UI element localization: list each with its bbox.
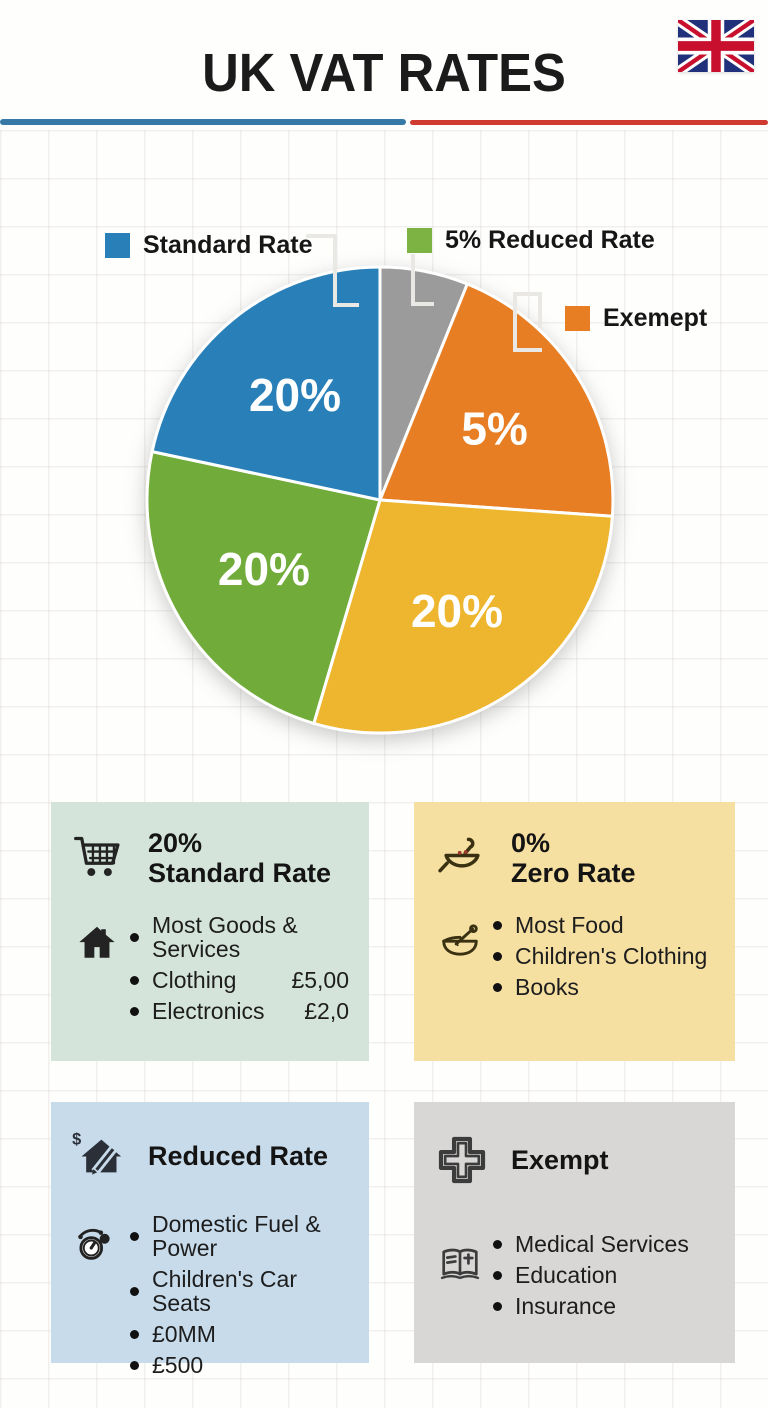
- bullet-dot: [493, 1239, 502, 1249]
- card-bullet-list: Domestic Fuel & Power Children's Car Seat…: [130, 1212, 355, 1377]
- bullet-dot: [130, 1006, 139, 1016]
- legend-item-reduced-rate: 5% Reduced Rate: [407, 226, 655, 255]
- legend-swatch-blue: [105, 233, 130, 258]
- card-bullet-item: £0MM: [130, 1322, 355, 1346]
- pie-slice-label-standard-rate: 20%: [249, 369, 341, 421]
- bullet-dot: [493, 1270, 502, 1280]
- legend-item-exempt: Exemept: [565, 304, 707, 333]
- bullet-dot: [493, 982, 502, 992]
- svg-text:$: $: [72, 1130, 81, 1148]
- callout-standard-rate: [306, 234, 359, 307]
- bullet-text: £0MM: [152, 1321, 216, 1347]
- card-bullet-item: Education: [493, 1263, 721, 1287]
- bullet-text: Children's Car Seats: [152, 1266, 297, 1316]
- bullet-text: Most Food: [515, 912, 624, 938]
- bullet-text: Books: [515, 974, 579, 1000]
- divider-blue: [0, 119, 406, 125]
- card-standard-rate: 20% Standard Rate Most Goods & Services C…: [51, 802, 369, 1061]
- bullet-text: Children's Clothing: [515, 943, 708, 969]
- card-bullet-item: Most Goods & Services: [130, 913, 355, 961]
- card-zero-rate: 0% Zero Rate Most Food Children's Clothin…: [414, 802, 735, 1061]
- bullet-text: Medical Services: [515, 1231, 689, 1257]
- uk-flag-icon: [678, 20, 754, 72]
- legend-swatch-green: [407, 228, 432, 253]
- card-bullet-list: Most Goods & Services Clothing £5,00 Electr…: [130, 913, 355, 1023]
- shopping-cart-icon: [70, 831, 128, 887]
- legend-swatch-orange: [565, 306, 590, 331]
- legend-item-standard-rate: Standard Rate: [105, 231, 312, 260]
- saucepan-icon: [433, 831, 491, 887]
- card-bullet-item: Children's Clothing: [493, 944, 721, 968]
- bullet-dot: [130, 1231, 139, 1241]
- bullet-text: Clothing: [152, 967, 237, 993]
- bullet-dot: [130, 1286, 139, 1296]
- medical-cross-icon: [433, 1132, 491, 1188]
- house-pencil-dollar-icon: $: [70, 1128, 128, 1184]
- card-exempt: Exempt Medical Services Education Insuranc…: [414, 1102, 735, 1363]
- card-bullet-list: Most Food Children's Clothing Books: [493, 913, 721, 999]
- bullet-dot: [493, 1301, 502, 1311]
- card-bullet-item: £500: [130, 1353, 355, 1377]
- bullet-value: £2,0: [304, 998, 349, 1024]
- card-title: Standard Rate: [148, 858, 332, 888]
- open-book-cross-icon: [433, 1240, 487, 1286]
- pie-slice-exempt: [378, 282, 615, 518]
- card-bullet-item: Electronics £2,0: [130, 999, 355, 1023]
- pie-slice-reduced-rate: [145, 450, 382, 725]
- bullet-dot: [130, 975, 139, 985]
- card-bullet-item: Children's Car Seats: [130, 1267, 355, 1315]
- page-title: UK VAT RATES: [202, 43, 566, 103]
- card-rate: 20%: [148, 828, 203, 858]
- bullet-text: Education: [515, 1262, 618, 1288]
- pie-slice-label-reduced-rate: 20%: [218, 543, 310, 595]
- bullet-dot: [493, 920, 502, 930]
- pie-slice-zero-rate: [312, 498, 614, 735]
- card-title: Exempt: [511, 1144, 609, 1175]
- legend-label: 5% Reduced Rate: [445, 226, 655, 254]
- legend-label: Standard Rate: [143, 231, 313, 259]
- callout-gray-slice: [411, 254, 434, 306]
- pie-slice-label-exempt: 5%: [461, 403, 527, 455]
- card-title: Reduced Rate: [148, 1140, 329, 1171]
- bullet-text: £500: [152, 1352, 204, 1378]
- mortar-bowl-icon: [433, 921, 487, 967]
- bullet-text: Electronics: [152, 998, 265, 1024]
- bullet-dot: [130, 1329, 139, 1339]
- vat-pie-chart: 5% 20% 20% 20%: [145, 234, 615, 735]
- pie-slice-standard-rate: [150, 265, 382, 502]
- gauge-icon: [70, 1220, 124, 1266]
- card-bullet-item: Domestic Fuel & Power: [130, 1212, 355, 1260]
- card-reduced-rate: $ Reduced Rate: [51, 1102, 369, 1377]
- bullet-dot: [130, 932, 139, 942]
- card-bullet-list: Medical Services Education Insurance: [493, 1232, 721, 1318]
- card-title: Zero Rate: [511, 858, 636, 888]
- card-bullet-item: Medical Services: [493, 1232, 721, 1256]
- divider-red: [410, 120, 768, 125]
- card-rate: 0%: [511, 828, 551, 858]
- bullet-value: £5,00: [291, 967, 349, 993]
- card-bullet-item: Most Food: [493, 913, 721, 937]
- bullet-dot: [493, 951, 502, 961]
- bullet-text: Most Goods & Services: [152, 912, 298, 962]
- bullet-text: Insurance: [515, 1293, 617, 1319]
- pie-slice-label-zero-rate: 20%: [411, 585, 503, 637]
- bullet-text: Domestic Fuel & Power: [152, 1211, 321, 1261]
- legend-label: Exemept: [603, 304, 708, 332]
- card-bullet-item: Books: [493, 975, 721, 999]
- house-icon: [70, 921, 124, 967]
- card-bullet-item: Clothing £5,00: [130, 968, 355, 992]
- card-bullet-item: Insurance: [493, 1294, 721, 1318]
- callout-exempt: [513, 292, 542, 352]
- bullet-dot: [130, 1360, 139, 1370]
